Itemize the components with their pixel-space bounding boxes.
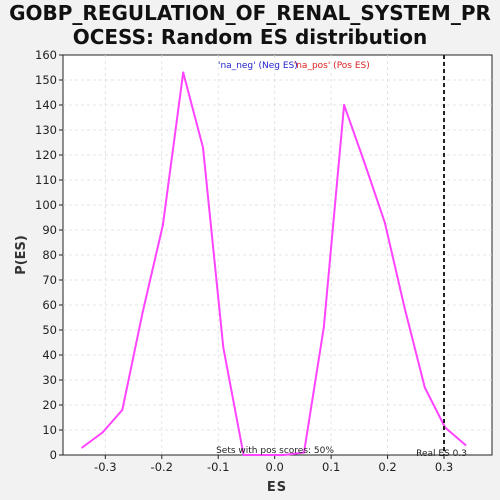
data-point: [201, 146, 204, 149]
chart-title-line-1: GOBP_REGULATION_OF_RENAL_SYSTEM_PR: [9, 1, 491, 25]
y-tick-label: 40: [42, 348, 57, 362]
y-axis-ticks: 0 10 20 30 40 50 60 70 80 90 100 110 120 130 140 150 160: [35, 48, 63, 462]
y-tick-label: 160: [35, 48, 57, 62]
data-point: [161, 224, 164, 226]
y-tick-label: 50: [42, 323, 57, 337]
plot-area: [62, 54, 493, 456]
x-tick-label: -0.3: [94, 460, 116, 474]
chart-title: GOBP_REGULATION_OF_RENAL_SYSTEM_PR OCESS…: [0, 1, 500, 49]
y-tick-label: 90: [42, 223, 57, 237]
y-tick-label: 10: [42, 423, 57, 437]
y-tick-label: 0: [50, 448, 57, 462]
x-tick-label: 0.3: [435, 460, 453, 474]
data-point: [423, 386, 426, 389]
data-point: [262, 454, 265, 456]
data-point: [222, 346, 225, 349]
x-tick-label: -0.1: [207, 460, 229, 474]
y-tick-label: 20: [42, 398, 57, 412]
x-axis-label: ES: [267, 480, 287, 495]
y-tick-label: 80: [42, 248, 57, 262]
y-tick-label: 150: [35, 73, 57, 87]
data-point: [343, 104, 346, 106]
chart-title-line-2: OCESS: Random ES distribution: [72, 25, 428, 49]
real-es-annotation: Real ES 0.3: [416, 449, 467, 459]
series-layer: [81, 71, 467, 456]
pos-scores-annotation: Sets with pos scores: 50%: [216, 446, 334, 456]
x-axis-ticks: -0.3 -0.2 -0.1 0.0 0.1 0.2 0.3: [94, 455, 453, 474]
series-line: [81, 71, 467, 456]
data-point: [363, 161, 366, 164]
data-point: [303, 451, 306, 454]
y-tick-label: 100: [35, 198, 57, 212]
data-point: [282, 454, 285, 456]
y-tick-label: 130: [35, 123, 57, 137]
data-point: [383, 221, 386, 224]
x-tick-label: -0.2: [151, 460, 173, 474]
data-point: [121, 409, 124, 411]
data-point: [322, 326, 325, 329]
data-point: [182, 71, 185, 74]
data-point: [141, 311, 144, 314]
x-tick-label: 0.0: [266, 460, 284, 474]
x-tick-label: 0.1: [322, 460, 340, 474]
y-tick-label: 140: [35, 98, 57, 112]
data-point: [403, 306, 406, 309]
y-tick-label: 30: [42, 373, 57, 387]
y-tick-label: 70: [42, 273, 57, 287]
data-point: [242, 454, 245, 456]
x-tick-label: 0.2: [378, 460, 396, 474]
y-tick-label: 110: [35, 173, 57, 187]
legend-neg-label: 'na_neg' (Neg ES): [218, 61, 298, 71]
y-axis-label: P(ES): [14, 235, 29, 275]
data-point: [464, 444, 467, 446]
legend-pos-label: 'na_pos' (Pos ES): [294, 61, 370, 71]
data-point: [101, 431, 104, 434]
data-point: [81, 446, 84, 449]
y-tick-label: 120: [35, 148, 57, 162]
y-tick-label: 60: [42, 298, 57, 312]
